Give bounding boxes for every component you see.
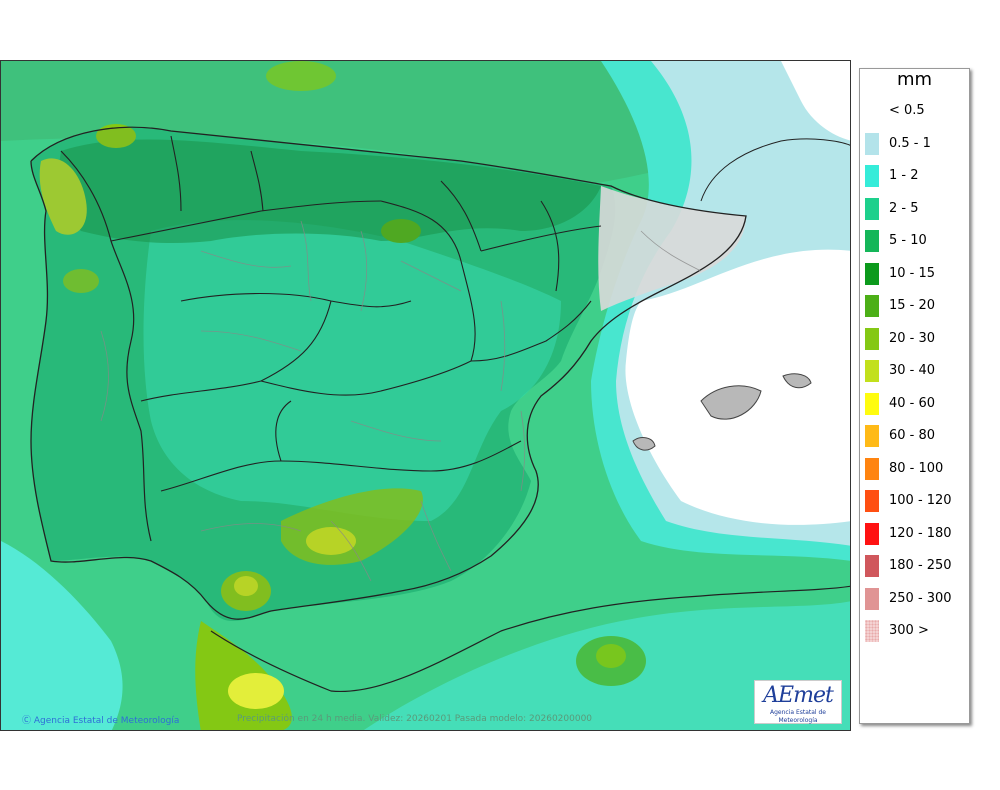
legend-unit: mm [896,69,933,90]
copyright-icon: Ⓒ [22,716,32,726]
legend-item: 5 - 10 [860,227,971,253]
legend-swatch [865,262,879,285]
legend-swatch [865,327,879,350]
legend-label: 0.5 - 1 [889,135,931,151]
legend-label: 100 - 120 [889,493,952,508]
ibiza-island [632,437,656,451]
legend-label: 250 - 300 [889,590,952,606]
legend-item: 80 - 100 [860,455,971,481]
legend-swatch [865,587,879,610]
legend-label: < 0.5 [889,103,925,118]
legend-swatch [865,132,879,155]
aemet-logo-text: AEmet [763,683,834,708]
legend-label: 5 - 10 [889,233,927,248]
region-borders [110,135,602,492]
legend-swatch [865,100,879,122]
iberia-coastline [30,126,747,620]
legend-swatch [865,522,879,545]
legend-item: 0.5 - 1 [860,130,971,156]
legend-item: 20 - 30 [860,325,971,351]
menorca-island [782,373,812,389]
precipitation-map [0,60,851,731]
legend-item: 60 - 80 [860,422,971,448]
legend-item: 100 - 120 [860,487,971,513]
legend-item: 15 - 20 [860,292,971,318]
legend-label: 60 - 80 [889,428,936,443]
legend-item: < 0.5 [860,97,971,123]
legend-label: 20 - 30 [889,330,936,346]
precipitation-legend: mm < 0.5 0.5 - 1 1 - 2 2 - 5 5 - 10 10 - 15 15… [859,68,970,724]
legend-item: 2 - 5 [860,195,971,221]
legend-swatch [865,425,879,447]
legend-item: 30 - 40 [860,357,971,383]
legend-label: 2 - 5 [889,200,919,216]
legend-item: 40 - 60 [860,390,971,416]
legend-swatch [865,230,879,252]
legend-item: 1 - 2 [860,162,971,188]
legend-label: 180 - 250 [889,558,952,573]
credit-label: Agencia Estatal de Meteorología [33,716,180,726]
aemet-logo: AEmet Agencia Estatal de Meteorología [754,680,842,724]
legend-swatch [865,392,879,415]
legend-label: 1 - 2 [889,168,919,183]
legend-item: 120 - 180 [860,520,971,546]
credit-text: Ⓒ Agencia Estatal de Meteorología [22,713,179,726]
legend-label: 30 - 40 [889,363,936,378]
legend-swatch [865,165,879,187]
legend-label: 80 - 100 [889,460,944,476]
legend-item: 180 - 250 [860,552,971,578]
legend-item: 250 - 300 [860,585,971,611]
legend-item: 10 - 15 [860,260,971,286]
province-borders [100,220,702,582]
legend-swatch [865,360,879,382]
aemet-logo-subtext: Agencia Estatal de Meteorología [769,709,826,724]
legend-swatch [865,555,879,577]
legend-swatch [865,620,879,642]
legend-swatch [865,490,879,512]
legend-label: 300 > [889,623,929,638]
mallorca-island [700,385,762,420]
legend-label: 40 - 60 [889,395,936,411]
legend-swatch [865,197,879,220]
legend-label: 15 - 20 [889,298,936,313]
legend-label: 10 - 15 [889,265,936,281]
legend-swatch [865,295,879,317]
legend-item: 300 > [860,617,971,643]
legend-swatch [865,457,879,480]
map-canvas [1,61,850,730]
legend-label: 120 - 180 [889,525,952,541]
run-info-text: Precipitación en 24 h media. Validez: 20… [237,714,593,724]
